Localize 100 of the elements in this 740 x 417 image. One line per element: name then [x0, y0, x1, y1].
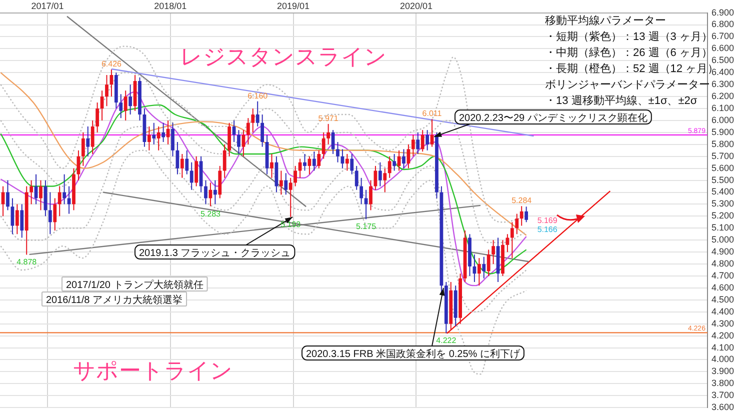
candlestick [86, 126, 90, 157]
candlestick [81, 132, 85, 166]
candlestick [10, 198, 14, 235]
annotation: 5.166 [537, 225, 558, 234]
y-tick-label: 5.400 [711, 186, 734, 197]
y-tick-label: 3.800 [711, 378, 734, 388]
y-tick-label: 6.100 [711, 102, 734, 113]
candlestick [482, 256, 486, 279]
candlestick [369, 180, 372, 211]
y-tick-label: 6.000 [711, 114, 734, 125]
candlestick [506, 234, 510, 253]
annotation: ・短期（紫色）：13 週（3 ヶ月） [545, 30, 712, 43]
y-tick-label: 5.300 [711, 198, 734, 209]
candlestick [147, 126, 151, 151]
candlestick [411, 134, 415, 157]
annotation: 6.011 [422, 109, 442, 118]
y-tick-label: 5.900 [711, 126, 734, 137]
candlestick [156, 126, 160, 151]
candlestick [128, 84, 132, 115]
candlestick [336, 142, 340, 163]
candlestick [378, 162, 382, 187]
candlestick [213, 180, 217, 205]
candlestick [96, 102, 100, 133]
y-tick-label: 4.200 [711, 330, 734, 340]
candlestick [524, 206, 528, 223]
annotation: 2020.3.15 FRB 米国政策金利を 0.25% に利下げ [306, 348, 521, 360]
annotation: 5.175 [356, 222, 377, 232]
candlestick [152, 122, 156, 145]
annotation: 2017/1/20 トランプ大統領就任 [66, 279, 204, 291]
y-tick-label: 3.900 [711, 366, 734, 376]
annotation: 4.878 [16, 258, 38, 267]
y-tick-label: 4.500 [711, 294, 734, 304]
candlestick [39, 180, 42, 211]
y-tick-label: 5.200 [711, 210, 734, 221]
candlestick [426, 130, 430, 151]
candlestick [204, 180, 208, 205]
candlestick [119, 94, 123, 119]
annotation: 6.160 [248, 91, 268, 100]
candlestick [392, 153, 396, 172]
candlestick [294, 165, 298, 187]
candlestick [256, 100, 260, 127]
candlestick [53, 198, 57, 232]
annotation: 5.284 [512, 196, 532, 206]
y-tick-label: 6.800 [711, 19, 734, 30]
y-tick-label: 5.800 [711, 138, 734, 149]
y-tick-label: 4.700 [711, 270, 734, 280]
candlestick [303, 153, 306, 172]
candlestick [260, 114, 264, 148]
x-tick-label: 2017/01 [31, 0, 64, 11]
y-tick-label: 6.700 [711, 31, 734, 42]
y-tick-label: 5.000 [711, 234, 734, 245]
annotation: 5.169 [537, 216, 558, 225]
y-tick-label: 4.300 [711, 318, 734, 328]
candlestick [312, 151, 316, 172]
candlestick [420, 130, 424, 152]
candlestick [322, 132, 326, 160]
candlestick [180, 153, 184, 178]
candlestick [222, 144, 226, 178]
candlestick [284, 172, 288, 196]
candlestick [388, 156, 392, 178]
candlestick [510, 222, 514, 259]
y-tick-label: 5.600 [711, 162, 734, 173]
candlestick [360, 177, 364, 205]
y-tick-label: 5.700 [711, 150, 734, 161]
y-tick-label: 5.100 [711, 222, 734, 233]
y-tick-label: 6.300 [711, 79, 734, 90]
candlestick [492, 240, 496, 265]
candlestick [317, 150, 321, 169]
annotation: 2020.2.23〜29 パンデミックリスク顕在化 [459, 112, 648, 124]
candlestick [237, 130, 240, 154]
candlestick [48, 192, 52, 235]
y-tick-label: 6.500 [711, 55, 734, 66]
x-tick-label: 2019/01 [277, 0, 310, 11]
x-tick-label: 2020/01 [400, 0, 432, 11]
candlestick [326, 123, 330, 145]
candlestick [246, 118, 250, 145]
annotation: 2019.1.3 フラッシュ・クラッシュ [139, 248, 291, 259]
candlestick [30, 180, 34, 205]
annotation: 5.193 [280, 220, 302, 230]
annotation: ・中期（緑色）：26 週（6 ヶ月） [545, 46, 712, 59]
y-tick-label: 6.600 [711, 43, 734, 54]
annotation: サポートライン [73, 358, 233, 383]
candlestick [194, 156, 198, 187]
candlestick [162, 122, 166, 143]
candlestick [171, 122, 174, 157]
y-tick-label: 3.600 [711, 402, 734, 412]
y-tick-label: 5.500 [711, 174, 734, 185]
candlestick [105, 74, 108, 107]
annotation: 5.971 [318, 114, 339, 123]
candlestick [383, 168, 387, 193]
candlestick [345, 153, 349, 172]
candlestick [190, 162, 194, 190]
candlestick [520, 206, 524, 226]
annotation: ・13 週移動平均線、±1σ、±2σ [545, 95, 698, 107]
candlestick [486, 249, 490, 276]
candlestick [6, 180, 10, 211]
candlestick [124, 90, 128, 121]
candlestick [354, 165, 358, 190]
candlestick [58, 186, 62, 217]
y-tick-label: 6.400 [711, 67, 734, 78]
